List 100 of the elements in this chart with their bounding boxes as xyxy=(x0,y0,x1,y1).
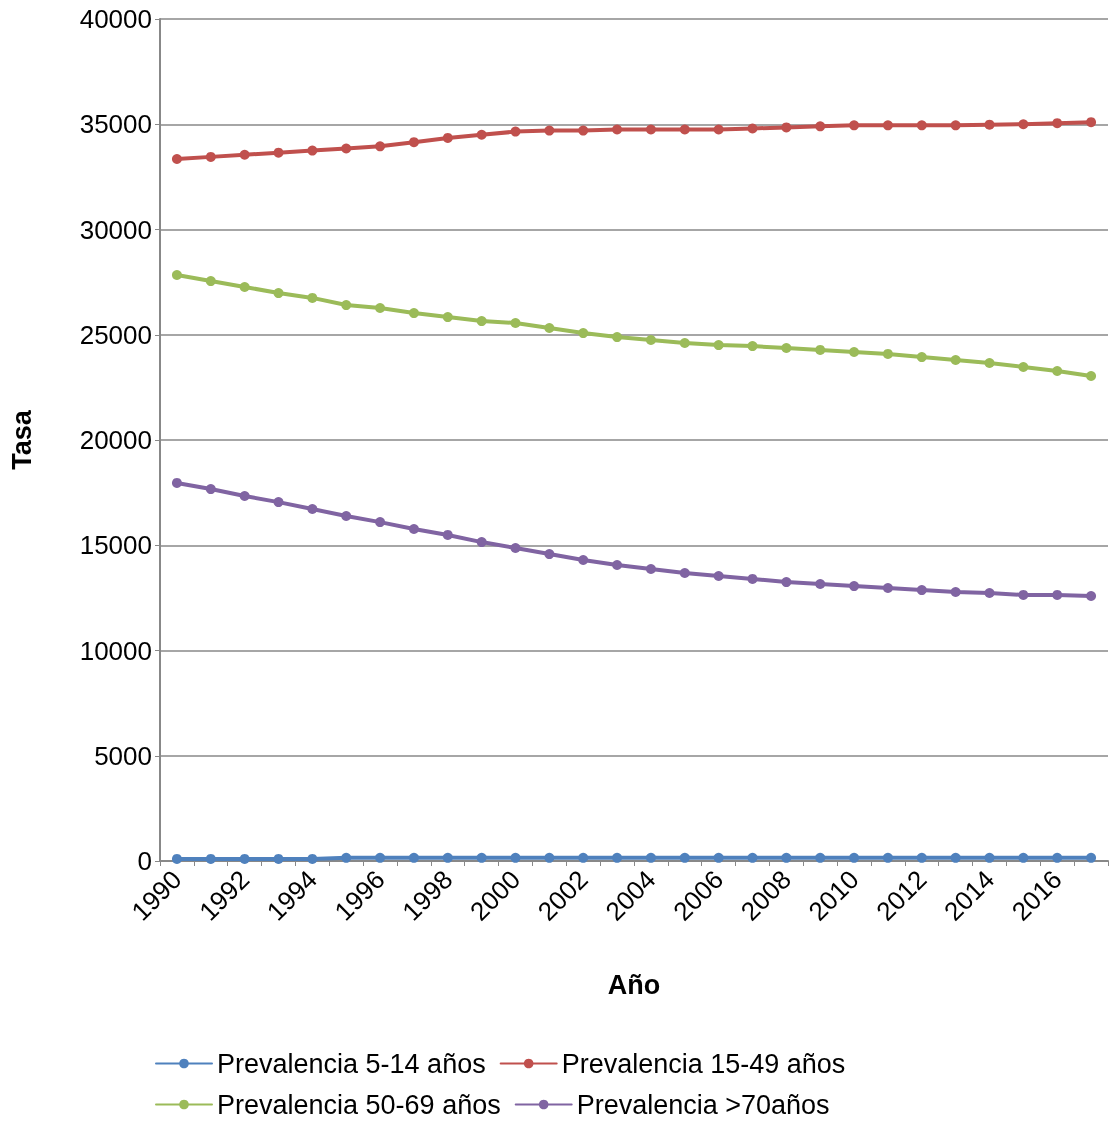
y-tick-label: 5000 xyxy=(94,740,152,771)
point xyxy=(645,124,656,135)
point xyxy=(612,332,623,343)
point xyxy=(171,853,182,864)
point xyxy=(1086,117,1097,128)
point xyxy=(510,126,521,137)
point xyxy=(544,549,555,560)
point xyxy=(612,852,623,863)
point xyxy=(544,323,555,334)
y-tick-label: 15000 xyxy=(79,530,152,561)
point xyxy=(341,300,352,311)
point xyxy=(510,542,521,553)
point xyxy=(713,340,724,351)
point xyxy=(578,554,589,565)
point xyxy=(916,352,927,363)
point xyxy=(950,120,961,131)
point xyxy=(341,143,352,154)
point xyxy=(307,853,318,864)
point xyxy=(1052,589,1063,600)
y-tick-label: 40000 xyxy=(79,4,152,34)
point xyxy=(950,586,961,597)
point xyxy=(747,341,758,352)
point xyxy=(205,484,216,495)
y-tick-label: 10000 xyxy=(79,635,152,666)
point xyxy=(984,357,995,368)
legend-label: Prevalencia 5-14 años xyxy=(217,1048,486,1079)
point xyxy=(882,852,893,863)
point xyxy=(510,317,521,328)
point xyxy=(476,537,487,548)
point xyxy=(645,852,656,863)
point xyxy=(882,582,893,593)
point xyxy=(408,308,419,319)
point xyxy=(544,852,555,863)
point xyxy=(1018,119,1029,130)
point xyxy=(307,504,318,515)
x-axis-title: Año xyxy=(607,969,661,1000)
point xyxy=(1086,852,1097,863)
point xyxy=(950,852,961,863)
point xyxy=(341,510,352,521)
point xyxy=(442,312,453,323)
point xyxy=(679,124,690,135)
point xyxy=(815,578,826,589)
point xyxy=(747,573,758,584)
point xyxy=(612,124,623,135)
point xyxy=(1086,590,1097,601)
point xyxy=(375,852,386,863)
point xyxy=(882,120,893,131)
point xyxy=(205,151,216,162)
point xyxy=(239,491,250,501)
point xyxy=(239,853,250,864)
point xyxy=(408,137,419,148)
point xyxy=(375,141,386,152)
point xyxy=(781,577,792,588)
point xyxy=(950,355,961,366)
point xyxy=(781,852,792,863)
point xyxy=(1052,118,1063,129)
point xyxy=(171,153,182,164)
y-tick-label: 30000 xyxy=(79,214,152,245)
point xyxy=(307,292,318,303)
point xyxy=(408,524,419,535)
point xyxy=(375,303,386,314)
y-axis-title: Tasa xyxy=(6,409,37,470)
point xyxy=(679,852,690,863)
point xyxy=(815,852,826,863)
point xyxy=(307,145,318,156)
point xyxy=(510,852,521,863)
point xyxy=(781,343,792,354)
point xyxy=(273,288,284,299)
point xyxy=(984,119,995,130)
point xyxy=(815,344,826,355)
point xyxy=(1052,365,1063,376)
legend-label: Prevalencia >70años xyxy=(576,1089,830,1120)
point xyxy=(375,517,386,528)
point xyxy=(171,477,182,488)
point xyxy=(1086,371,1097,382)
point xyxy=(849,581,860,592)
point xyxy=(916,585,927,596)
point xyxy=(984,588,995,599)
point xyxy=(239,149,250,160)
point xyxy=(882,348,893,359)
point xyxy=(815,121,826,132)
point xyxy=(476,316,487,327)
y-tick-label: 35000 xyxy=(79,109,152,140)
point xyxy=(273,497,284,508)
point xyxy=(747,852,758,863)
point xyxy=(578,125,589,136)
point xyxy=(781,122,792,133)
point xyxy=(239,281,250,292)
point xyxy=(205,853,216,864)
point xyxy=(1052,852,1063,863)
point xyxy=(273,853,284,864)
point xyxy=(442,852,453,863)
point xyxy=(442,132,453,143)
point xyxy=(713,852,724,863)
point xyxy=(916,120,927,131)
point xyxy=(645,564,656,575)
point xyxy=(713,570,724,581)
y-tick-label: 0 xyxy=(137,846,152,876)
point xyxy=(1018,589,1029,600)
point xyxy=(476,129,487,140)
